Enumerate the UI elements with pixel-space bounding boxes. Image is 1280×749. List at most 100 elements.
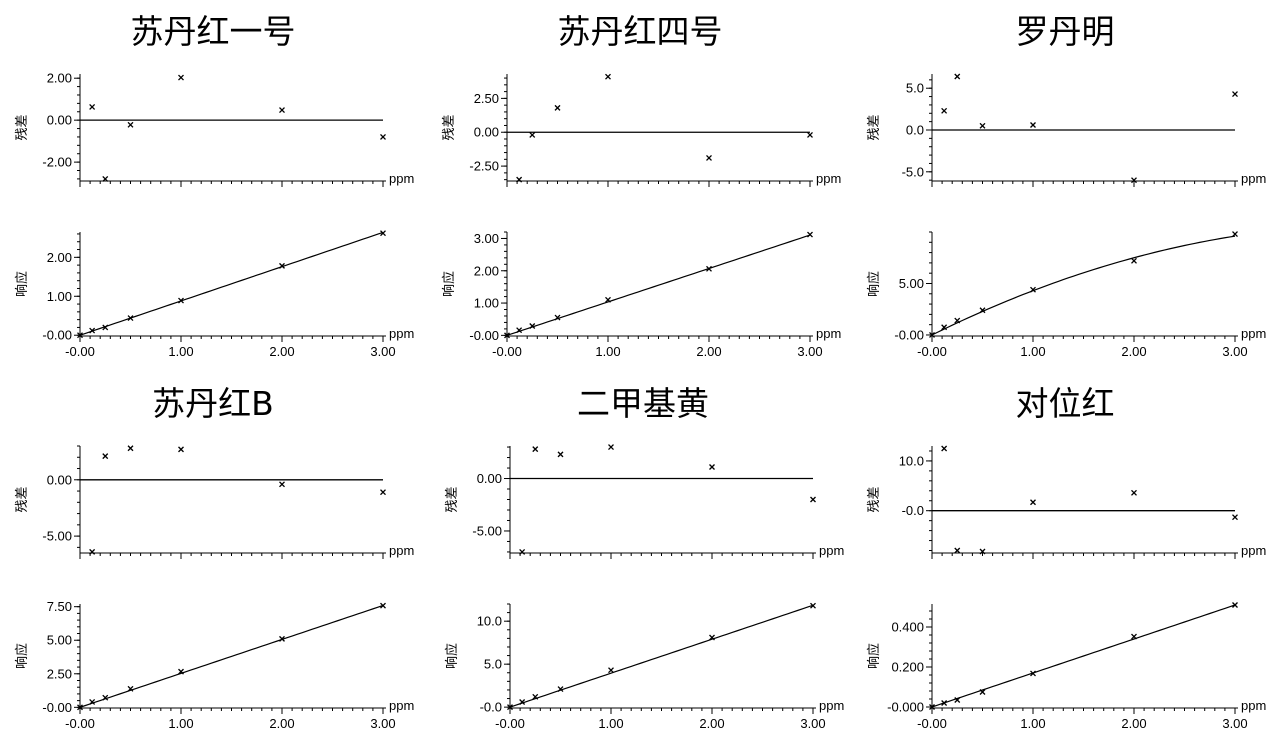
x-unit-label: ppm xyxy=(1241,543,1266,558)
chart-panel: 罗丹明 -5.0 0.0 5.0 ppm 残差 -0.00 5.00 -0.00 1.00 2.00… xyxy=(852,0,1278,374)
y-tick-label: -5.00 xyxy=(472,523,502,538)
chart-svg: -5.00 0.00 ppm 残差 -0.0 5.0 10.0 -0.00 1.00 2.00 3.… xyxy=(444,444,844,731)
residual-data-point xyxy=(605,73,611,80)
y-tick-label: -2.00 xyxy=(42,155,72,170)
y-axis-label: 响应 xyxy=(441,271,456,297)
response-plot: -0.00 5.00 -0.00 1.00 2.00 3.00 ppm 响应 xyxy=(866,231,1266,359)
y-tick-label: 5.0 xyxy=(484,657,502,672)
response-data-point xyxy=(279,635,285,642)
y-tick-label: 5.00 xyxy=(899,276,924,291)
x-tick-label: 3.00 xyxy=(1222,716,1247,731)
x-tick-label: 3.00 xyxy=(797,344,822,359)
residual-data-point xyxy=(1131,177,1137,184)
y-tick-label: -0.00 xyxy=(42,700,72,715)
residual-data-point xyxy=(89,548,96,555)
response-data-point xyxy=(89,327,96,334)
response-data-point xyxy=(77,332,83,339)
y-axis-label: 响应 xyxy=(14,643,29,669)
chart-panel: 苏丹红四号 -2.50 0.00 2.50 ppm 残差 -0.00 1.00 2.00 3.00… xyxy=(427,0,853,374)
residual-data-point xyxy=(979,122,986,129)
y-tick-label: 1.00 xyxy=(474,296,499,311)
residual-data-point xyxy=(516,176,523,183)
response-data-point xyxy=(810,602,816,609)
residual-data-point xyxy=(954,547,961,554)
x-unit-label: ppm xyxy=(819,698,844,713)
x-tick-label: -0.00 xyxy=(917,716,947,731)
y-tick-label: 5.0 xyxy=(906,81,924,96)
y-tick-label: -0.0 xyxy=(902,503,924,518)
x-unit-label: ppm xyxy=(389,543,414,558)
response-data-point xyxy=(532,693,539,700)
response-data-point xyxy=(979,307,986,314)
chart-panel: 苏丹红一号 -2.00 0.00 2.00 ppm 残差 -0.00 1.00 2.00 -0.0… xyxy=(0,0,426,374)
residual-plot: -5.00 0.00 ppm 残差 xyxy=(14,445,414,559)
response-plot: -0.00 1.00 2.00 -0.00 1.00 2.00 3.00 ppm 响应 xyxy=(14,230,414,359)
y-tick-label: 2.50 xyxy=(474,91,499,106)
x-unit-label: ppm xyxy=(389,171,414,186)
x-tick-label: 1.00 xyxy=(168,344,193,359)
response-plot: -0.00 1.00 2.00 3.00 -0.00 1.00 2.00 3.00 ppm 响应 xyxy=(441,231,841,359)
residual-data-point xyxy=(519,548,526,555)
residual-plot: -5.0 0.0 5.0 ppm 残差 xyxy=(866,73,1266,187)
residual-data-point xyxy=(127,445,134,452)
response-data-point xyxy=(102,324,109,331)
chart-title: 二甲基黄 xyxy=(577,384,709,423)
y-axis-label: 残差 xyxy=(441,114,456,140)
response-data-point xyxy=(178,297,184,304)
residual-plot: -2.00 0.00 2.00 ppm 残差 xyxy=(14,71,414,187)
response-data-point xyxy=(605,296,611,303)
response-data-point xyxy=(1131,257,1137,264)
chart-title: 罗丹明 xyxy=(1015,12,1115,51)
y-tick-label: 2.00 xyxy=(474,263,499,278)
residual-plot: -2.50 0.00 2.50 ppm 残差 xyxy=(441,73,841,187)
y-tick-label: -0.00 xyxy=(42,328,72,343)
y-tick-label: -0.000 xyxy=(887,700,924,715)
residual-data-point xyxy=(380,489,386,496)
y-tick-label: -2.50 xyxy=(469,159,499,174)
residual-data-point xyxy=(178,446,184,453)
response-data-point xyxy=(941,700,948,706)
y-axis-label: 响应 xyxy=(444,643,459,669)
response-data-point xyxy=(504,332,510,339)
chart-panel: 二甲基黄 -5.00 0.00 ppm 残差 -0.0 5.0 10.0 -0.00 1.00 2.… xyxy=(430,372,856,746)
response-data-point xyxy=(127,315,134,322)
x-unit-label: ppm xyxy=(1241,171,1266,186)
x-unit-label: ppm xyxy=(819,543,844,558)
x-tick-label: 1.00 xyxy=(1020,716,1045,731)
residual-plot: -0.0 10.0 ppm 残差 xyxy=(866,445,1266,559)
fit-curve xyxy=(931,235,1236,336)
response-data-point xyxy=(127,685,134,692)
residual-data-point xyxy=(532,446,539,453)
response-data-point xyxy=(380,602,386,609)
y-tick-label: 0.00 xyxy=(47,472,72,487)
y-axis-label: 残差 xyxy=(444,486,459,512)
chart-title: 苏丹红一号 xyxy=(130,12,296,51)
x-tick-label: 2.00 xyxy=(699,716,724,731)
y-tick-label: 0.00 xyxy=(47,113,72,128)
response-data-point xyxy=(1131,633,1137,640)
y-tick-label: 5.00 xyxy=(47,633,72,648)
fit-curve xyxy=(931,604,1236,708)
response-data-point xyxy=(516,327,523,334)
x-tick-label: 3.00 xyxy=(1222,344,1247,359)
y-tick-label: -0.00 xyxy=(469,328,499,343)
residual-data-point xyxy=(706,155,712,161)
residual-data-point xyxy=(1232,91,1238,98)
y-tick-label: 10.0 xyxy=(899,453,924,468)
response-data-point xyxy=(279,262,285,269)
y-tick-label: 2.00 xyxy=(47,250,72,265)
y-axis-label: 响应 xyxy=(866,271,881,297)
residual-data-point xyxy=(279,107,285,114)
x-unit-label: ppm xyxy=(816,171,841,186)
x-tick-label: -0.00 xyxy=(492,344,522,359)
residual-data-point xyxy=(954,73,961,80)
response-data-point xyxy=(1232,602,1238,608)
x-tick-label: 1.00 xyxy=(168,716,193,731)
y-axis-label: 响应 xyxy=(866,643,881,669)
response-data-point xyxy=(1030,670,1036,677)
y-tick-label: 1.00 xyxy=(47,289,72,304)
x-tick-label: -0.00 xyxy=(917,344,947,359)
chart-svg: -0.0 10.0 ppm 残差 -0.000 0.200 0.400 -0.00 1.00 2.… xyxy=(866,445,1266,731)
x-tick-label: 2.00 xyxy=(696,344,721,359)
x-tick-label: 1.00 xyxy=(1020,344,1045,359)
